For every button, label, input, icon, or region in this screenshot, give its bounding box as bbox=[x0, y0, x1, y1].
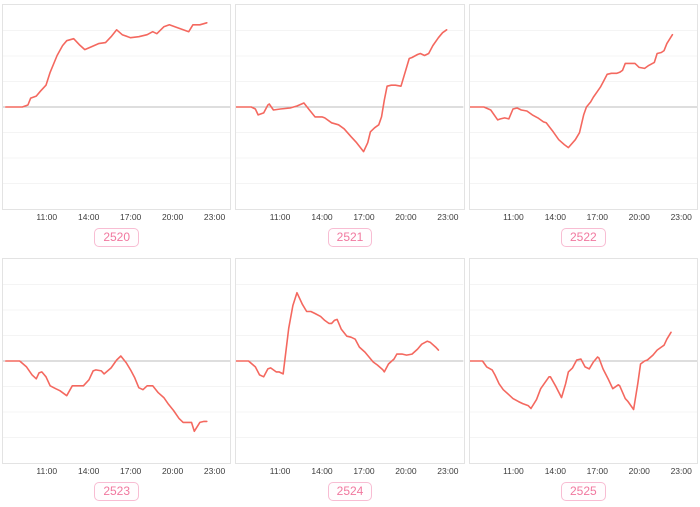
series-line bbox=[236, 291, 440, 378]
series-line bbox=[469, 331, 672, 410]
chart-badge-2522[interactable]: 2522 bbox=[560, 228, 606, 247]
clipped-chart-title: . . bbox=[469, 0, 698, 4]
x-tick-label: 20:00 bbox=[161, 212, 184, 222]
clipped-chart-title: . . bbox=[235, 0, 464, 4]
series-line bbox=[236, 28, 448, 153]
x-tick-label: 17:00 bbox=[353, 465, 375, 476]
series-line bbox=[469, 33, 673, 149]
chart-plot-2523 bbox=[2, 257, 232, 464]
x-tick-label: 23:00 bbox=[203, 212, 226, 222]
x-tick-label: 17:00 bbox=[120, 465, 142, 476]
chart-cell-2525: 11:00 14:00 17:00 20:00 23:00 2525 bbox=[467, 254, 700, 507]
x-tick-label: 11:00 bbox=[269, 212, 291, 222]
x-tick-label: 20:00 bbox=[395, 212, 417, 222]
chart-cell-2522: . . 11:00 14:00 17:00 20:00 23:00 2522 bbox=[467, 0, 700, 254]
x-axis-2520: 11:00 14:00 17:00 20:00 23:00 bbox=[2, 210, 231, 223]
line-chart-svg bbox=[469, 283, 697, 438]
x-tick-label: 17:00 bbox=[586, 465, 608, 476]
x-tick-label: 20:00 bbox=[628, 465, 650, 476]
x-axis-2523: 11:00 14:00 17:00 20:00 23:00 bbox=[2, 464, 231, 477]
x-tick-label: 11:00 bbox=[36, 465, 58, 476]
line-chart-svg bbox=[3, 283, 231, 438]
x-tick-label: 23:00 bbox=[670, 465, 692, 476]
x-tick-label: 17:00 bbox=[120, 212, 142, 222]
x-tick-label: 14:00 bbox=[311, 465, 333, 476]
chart-cell-2523: 11:00 14:00 17:00 20:00 23:00 2523 bbox=[0, 254, 233, 507]
x-tick-label: 23:00 bbox=[203, 465, 226, 476]
x-tick-label: 14:00 bbox=[544, 465, 566, 476]
x-tick-label: 14:00 bbox=[78, 465, 100, 476]
x-tick-label: 20:00 bbox=[628, 212, 650, 222]
x-axis-2521: 11:00 14:00 17:00 20:00 23:00 bbox=[235, 210, 464, 223]
x-axis-2524: 11:00 14:00 17:00 20:00 23:00 bbox=[235, 464, 464, 477]
series-line bbox=[4, 354, 208, 432]
chart-badge-2523[interactable]: 2523 bbox=[94, 481, 140, 501]
x-tick-label: 23:00 bbox=[437, 212, 459, 222]
chart-cell-2520: 11:00 14:00 17:00 20:00 23:00 2520 bbox=[0, 0, 233, 254]
x-tick-label: 14:00 bbox=[311, 212, 333, 222]
chart-plot-2520 bbox=[2, 4, 232, 210]
chart-plot-2522 bbox=[468, 4, 698, 210]
chart-plot-2521 bbox=[235, 4, 465, 210]
series-line bbox=[4, 21, 208, 108]
chart-badge-2521[interactable]: 2521 bbox=[327, 228, 373, 247]
x-tick-label: 17:00 bbox=[353, 212, 375, 222]
x-tick-label: 11:00 bbox=[503, 465, 524, 476]
chart-plot-2525 bbox=[468, 257, 698, 464]
line-chart-svg bbox=[236, 28, 464, 184]
x-tick-label: 23:00 bbox=[437, 465, 459, 476]
line-chart-svg bbox=[3, 21, 231, 184]
chart-badge-2525[interactable]: 2525 bbox=[560, 481, 606, 501]
x-tick-label: 14:00 bbox=[78, 212, 100, 222]
x-tick-label: 14:00 bbox=[544, 212, 566, 222]
line-chart-svg bbox=[469, 30, 697, 184]
x-tick-label: 17:00 bbox=[586, 212, 608, 222]
x-tick-label: 23:00 bbox=[670, 212, 692, 222]
x-axis-2525: 11:00 14:00 17:00 20:00 23:00 bbox=[469, 464, 698, 477]
x-tick-label: 11:00 bbox=[36, 212, 58, 222]
chart-cell-2524: 11:00 14:00 17:00 20:00 23:00 2524 bbox=[233, 254, 466, 507]
x-tick-label: 20:00 bbox=[161, 465, 184, 476]
x-tick-label: 11:00 bbox=[503, 212, 524, 222]
x-tick-label: 11:00 bbox=[269, 465, 291, 476]
x-tick-label: 20:00 bbox=[395, 465, 417, 476]
chart-badge-2524[interactable]: 2524 bbox=[327, 481, 373, 501]
chart-plot-2524 bbox=[235, 257, 465, 464]
line-chart-svg bbox=[236, 283, 464, 438]
chart-cell-2521: . . 11:00 14:00 17:00 20:00 23:00 2521 bbox=[233, 0, 466, 254]
x-axis-2522: 11:00 14:00 17:00 20:00 23:00 bbox=[469, 210, 698, 223]
chart-badge-2520[interactable]: 2520 bbox=[94, 228, 140, 247]
